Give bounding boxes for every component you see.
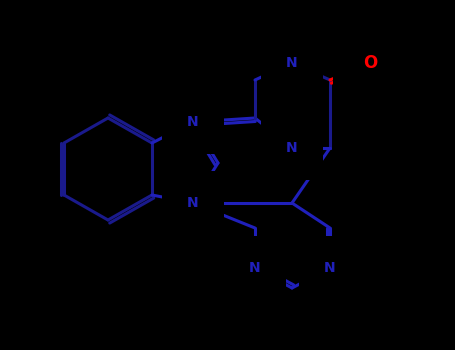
Text: N: N	[187, 115, 199, 129]
Text: N: N	[187, 196, 199, 210]
Text: N: N	[286, 56, 298, 70]
Text: N: N	[324, 261, 336, 275]
Text: N: N	[286, 141, 298, 155]
Text: N: N	[249, 261, 261, 275]
Text: O: O	[363, 54, 377, 72]
